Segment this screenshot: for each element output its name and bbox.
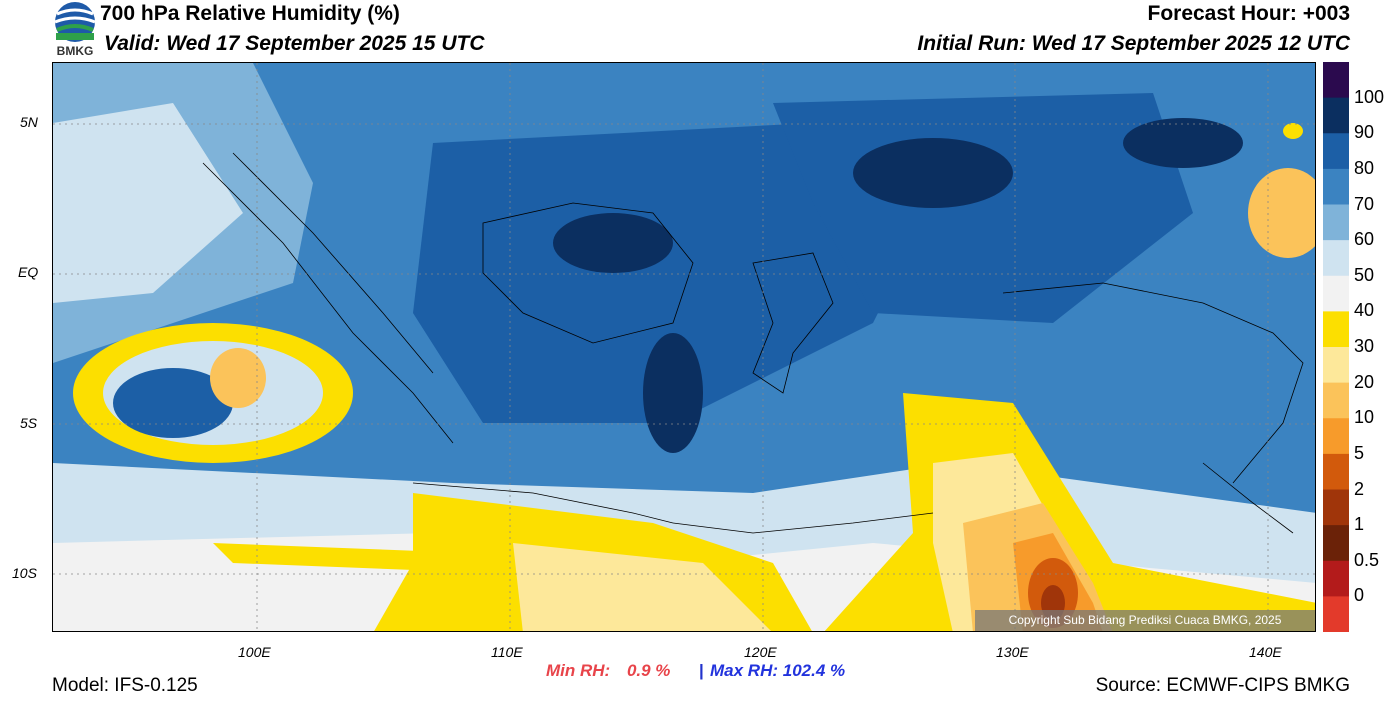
colorbar-segment xyxy=(1323,347,1349,384)
min-rh-label: Min RH: xyxy=(546,661,611,680)
colorbar-label: 50 xyxy=(1354,264,1375,285)
max-rh: Max RH: 102.4 % xyxy=(710,661,845,681)
colorbar-segment xyxy=(1323,311,1349,348)
data-source: Source: ECMWF-CIPS BMKG xyxy=(1095,675,1350,696)
humidity-field xyxy=(53,63,1315,631)
colorbar-label: 0 xyxy=(1354,585,1365,606)
colorbar-segment xyxy=(1323,275,1349,312)
colorbar-label: 100 xyxy=(1354,86,1385,107)
colorbar-label: 5 xyxy=(1354,442,1365,463)
bmkg-logo: BMKG xyxy=(52,0,98,60)
colorbar-label: 80 xyxy=(1354,157,1375,178)
lat-label-5s: 5S xyxy=(20,415,38,431)
lat-label-eq: EQ xyxy=(18,264,39,280)
chart-title: 700 hPa Relative Humidity (%) xyxy=(100,2,400,25)
max-rh-label: Max RH: xyxy=(710,661,779,680)
colorbar-label: 30 xyxy=(1354,336,1375,356)
colorbar xyxy=(1323,62,1349,633)
min-rh-value: 0.9 % xyxy=(626,661,671,680)
max-rh-value: 102.4 % xyxy=(782,661,846,680)
humidity-map xyxy=(52,62,1316,632)
colorbar-segment xyxy=(1323,240,1349,277)
lon-label-110e: 110E xyxy=(491,644,523,660)
min-rh: Min RH: 0.9 % xyxy=(546,661,670,681)
lat-label-10s: 10S xyxy=(12,565,37,581)
colorbar-segment xyxy=(1323,596,1349,633)
colorbar-label: 10 xyxy=(1354,407,1375,428)
colorbar-label: 1 xyxy=(1354,514,1365,535)
initial-run: Initial Run: Wed 17 September 2025 12 UT… xyxy=(917,32,1350,55)
colorbar-segment xyxy=(1323,560,1349,597)
colorbar-segment xyxy=(1323,382,1349,419)
lon-label-130e: 130E xyxy=(996,644,1029,660)
lon-label-120e: 120E xyxy=(744,644,777,660)
forecast-hour: Forecast Hour: +003 xyxy=(1147,2,1351,25)
lat-label-5n: 5N xyxy=(20,114,38,130)
colorbar-segment xyxy=(1323,62,1349,99)
logo-text: BMKG xyxy=(56,44,94,58)
valid-time: Valid: Wed 17 September 2025 15 UTC xyxy=(104,32,485,55)
colorbar-segment xyxy=(1323,489,1349,526)
copyright-note: Copyright Sub Bidang Prediksi Cuaca BMKG… xyxy=(975,610,1315,631)
colorbar-segment xyxy=(1323,418,1349,455)
colorbar-segment xyxy=(1323,168,1349,206)
colorbar-label: 70 xyxy=(1354,193,1375,214)
colorbar-label: 90 xyxy=(1354,122,1375,143)
lon-label-100e: 100E xyxy=(238,644,271,660)
colorbar-label: 0.5 xyxy=(1354,549,1380,570)
colorbar-label: 40 xyxy=(1354,300,1375,321)
colorbar-segment xyxy=(1323,204,1349,241)
colorbar-segment xyxy=(1323,133,1349,170)
colorbar-segment xyxy=(1323,525,1349,562)
stats-separator: | xyxy=(699,661,704,680)
lon-label-140e: 140E xyxy=(1249,644,1282,660)
colorbar-segment xyxy=(1323,97,1349,134)
colorbar-label: 2 xyxy=(1354,478,1365,499)
colorbar-segment xyxy=(1323,453,1349,491)
model-name: Model: IFS-0.125 xyxy=(52,675,198,696)
colorbar-label: 60 xyxy=(1354,229,1375,250)
colorbar-label: 20 xyxy=(1354,371,1375,392)
